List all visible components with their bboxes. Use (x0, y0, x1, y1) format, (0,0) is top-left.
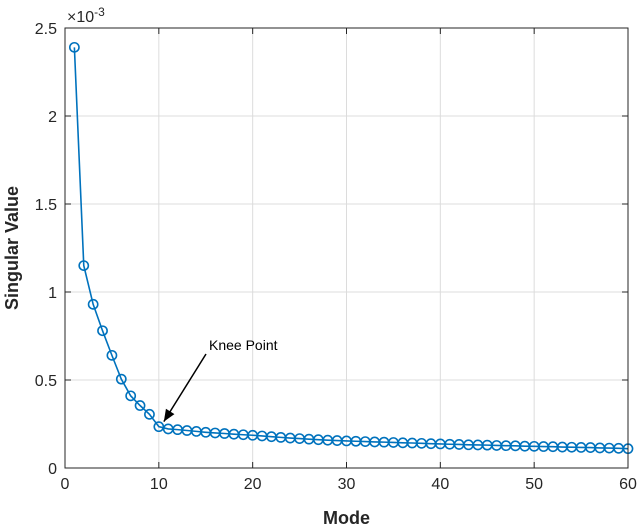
y-tick-label: 0 (48, 461, 57, 478)
y-exponent-label: ×10-3 (67, 5, 105, 26)
data-point (125, 390, 137, 402)
knee-point-annotation: Knee Point (163, 337, 278, 423)
y-tick-label: 1 (48, 285, 57, 302)
data-point (106, 349, 118, 361)
axes (64, 27, 629, 469)
data-point (78, 260, 90, 271)
x-tick-label: 30 (338, 476, 356, 493)
data-point (134, 400, 146, 411)
data-point (97, 325, 108, 337)
annotation-arrowhead (163, 408, 175, 422)
y-tick-label: 2.5 (35, 21, 57, 38)
x-tick-label: 20 (244, 476, 262, 493)
y-tick-label: 1.5 (35, 197, 57, 214)
series-singular-values (68, 41, 634, 455)
data-point (144, 408, 155, 420)
x-tick-label: 10 (150, 476, 168, 493)
x-tick-label: 50 (525, 476, 543, 493)
y-tick-label: 0.5 (35, 373, 57, 390)
y-axis-label: Singular Value (2, 186, 22, 310)
data-point (68, 41, 80, 53)
x-tick-label: 40 (431, 476, 449, 493)
annotation-arrow (163, 353, 207, 423)
x-tick-label: 0 (61, 476, 70, 493)
x-tick-label: 60 (619, 476, 637, 493)
data-point (87, 298, 99, 310)
tick-labels: 0 10 20 30 40 50 60 0 0.5 1 1.5 2 2.5 (35, 21, 637, 493)
data-point (115, 373, 127, 385)
y-tick-label: 2 (48, 109, 57, 126)
x-axis-label: Mode (323, 508, 370, 528)
grid (65, 28, 628, 468)
annotation-text: Knee Point (209, 337, 278, 353)
